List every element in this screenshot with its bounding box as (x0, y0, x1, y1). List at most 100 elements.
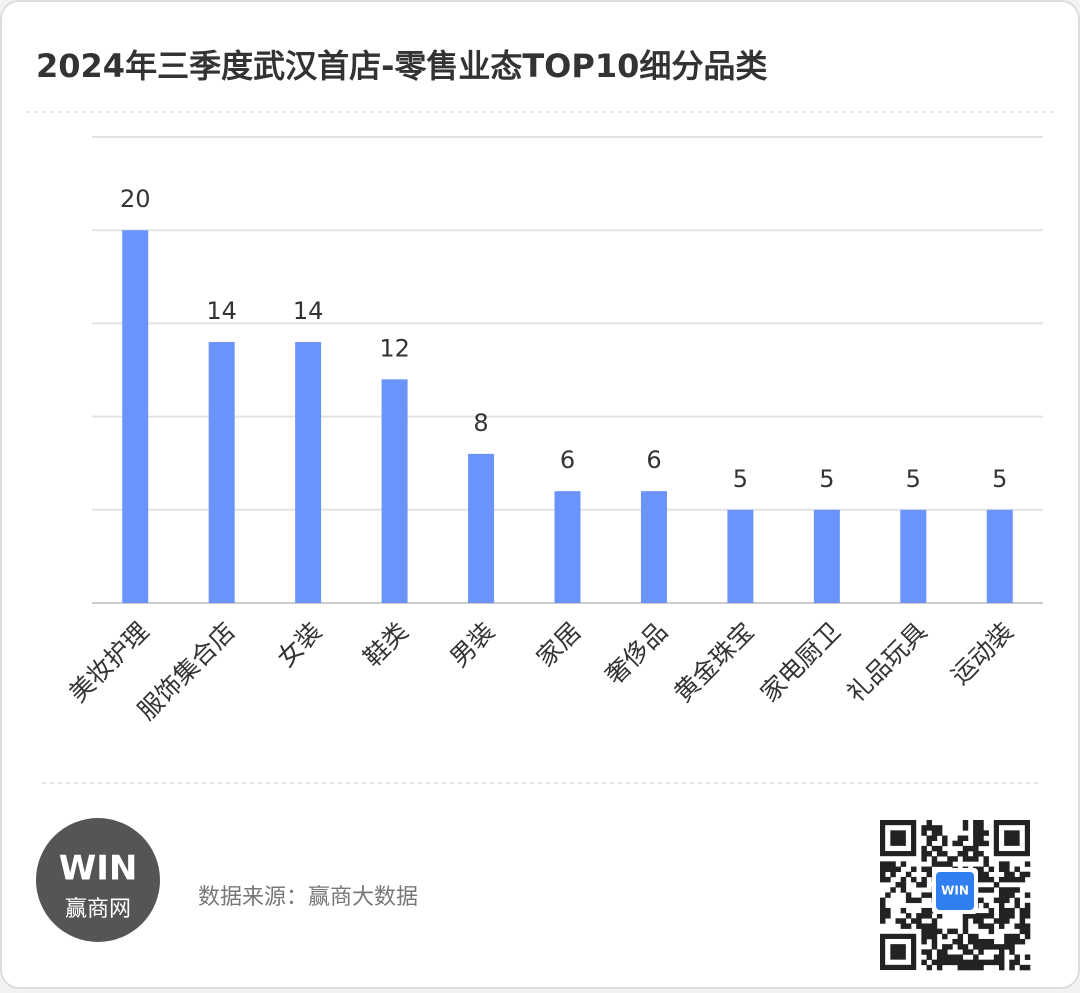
qr-module (983, 959, 989, 966)
qr-module (952, 856, 958, 862)
qr-module (983, 861, 989, 867)
qr-module (1004, 887, 1010, 893)
qr-module (880, 902, 886, 909)
qr-module (1014, 959, 1020, 966)
qr-module (931, 861, 938, 867)
qr-module (1024, 871, 1031, 878)
qr-finder (890, 944, 906, 960)
qr-module (973, 825, 979, 831)
qr-module (978, 897, 984, 904)
qr-module (1004, 933, 1010, 940)
qr-module (926, 871, 933, 878)
qr-module (967, 933, 974, 940)
qr-module (983, 887, 989, 893)
qr-module (931, 959, 938, 966)
qr-module (880, 861, 886, 867)
qr-module (973, 933, 979, 940)
value-label: 6 (560, 446, 575, 474)
qr-module (942, 840, 948, 847)
qr-module (931, 835, 938, 841)
qr-module (911, 897, 917, 904)
qr-module (962, 845, 969, 852)
bar (727, 509, 754, 603)
qr-module (921, 876, 927, 883)
qr-module (890, 871, 896, 878)
qr-badge-text: WIN (941, 884, 969, 898)
qr-module (957, 959, 964, 966)
qr-module (993, 959, 1000, 966)
qr-module (900, 923, 907, 929)
qr-module (885, 892, 891, 898)
qr-module (1009, 959, 1015, 966)
qr-module (926, 928, 933, 935)
qr-module (1004, 892, 1010, 898)
qr-module (947, 861, 953, 867)
qr-module (983, 902, 989, 909)
qr-module (911, 918, 917, 924)
bar (468, 453, 495, 603)
qr-module (978, 887, 984, 893)
qr-module (988, 959, 995, 966)
qr-module (1019, 964, 1026, 971)
qr-module (926, 913, 933, 919)
qr-module (998, 918, 1005, 924)
qr-module (916, 923, 922, 929)
qr-module (978, 944, 984, 950)
qr-module (962, 820, 969, 826)
qr-module (926, 907, 933, 914)
qr-module (973, 938, 979, 945)
qr-module (957, 851, 964, 857)
qr-module (926, 964, 933, 971)
value-label: 14 (206, 297, 237, 325)
qr-module (1009, 944, 1015, 950)
qr-module (973, 845, 979, 852)
chart-title: 2024年三季度武汉首店-零售业态TOP10细分品类 (36, 47, 767, 85)
qr-module (900, 887, 907, 893)
logo-mark: WIN (59, 849, 138, 889)
qr-module (998, 954, 1005, 960)
qr-module (880, 918, 886, 924)
qr-module (1024, 907, 1031, 914)
qr-module (952, 959, 958, 966)
qr-module (988, 907, 995, 914)
qr-module (973, 954, 979, 960)
qr-module (993, 882, 1000, 888)
qr-module (880, 866, 886, 873)
qr-module (921, 825, 927, 831)
source: 数据来源：赢商大数据 (198, 885, 418, 910)
qr-module (931, 933, 938, 940)
qr-module (921, 866, 927, 873)
qr-module (942, 933, 948, 940)
qr-module (1009, 938, 1015, 945)
qr-module (978, 866, 984, 873)
qr-module (1019, 928, 1026, 935)
qr-module (1004, 918, 1010, 924)
qr-module (973, 840, 979, 847)
qr-module (998, 913, 1005, 919)
qr-finder (890, 830, 906, 846)
qr-module (916, 913, 922, 919)
qr-module (921, 928, 927, 935)
qr-module (973, 944, 979, 950)
qr-badge (936, 872, 974, 910)
qr-module (998, 902, 1005, 909)
qr-module (1014, 887, 1020, 893)
qr-module (998, 897, 1005, 904)
qr-module (998, 907, 1005, 914)
qr-module (983, 830, 989, 836)
qr-module (988, 876, 995, 883)
qr-module (916, 897, 922, 904)
qr-module (978, 840, 984, 847)
qr-module (1014, 902, 1020, 909)
qr-module (978, 851, 984, 857)
qr-module (952, 938, 958, 945)
qr-module (936, 949, 943, 955)
qr-module (947, 959, 953, 966)
qr-module (942, 944, 948, 950)
qr-module (978, 918, 984, 924)
qr-module (942, 949, 948, 955)
qr-module (1024, 928, 1031, 935)
bar (900, 509, 927, 603)
qr-module (1009, 871, 1015, 878)
qr-module (973, 856, 979, 862)
